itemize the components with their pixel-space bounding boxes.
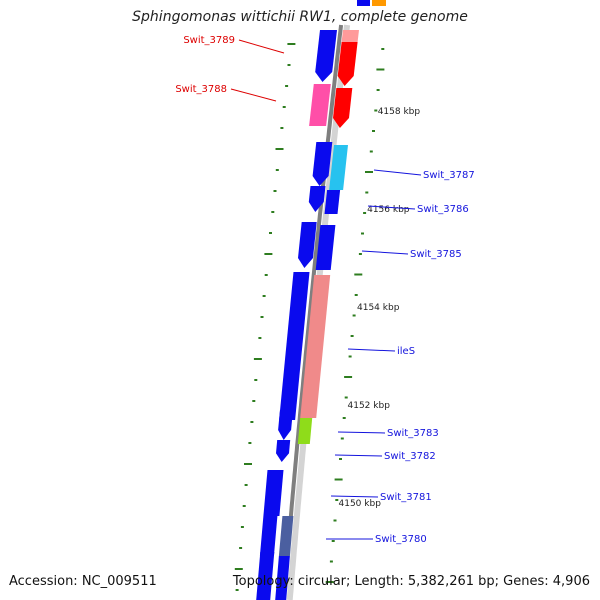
swit-3789-cds[interactable] — [315, 30, 337, 82]
swit-3788-cds[interactable] — [309, 84, 331, 126]
gene-labels: Swit_3789 Swit_3788 Swit_3787 Swit_3786 Swit… — [175, 35, 474, 545]
swit-3788-rna[interactable] — [333, 88, 353, 128]
swit-3786-cds-a[interactable] — [308, 186, 326, 212]
swit-3785-cds-b[interactable] — [315, 225, 336, 270]
gene-label-leader — [361, 250, 409, 255]
swit-3783-cds[interactable] — [278, 410, 293, 440]
swit-3782-cds[interactable] — [276, 440, 291, 462]
swit-3787-cds-b[interactable] — [329, 145, 348, 190]
swit-3789-rna-top[interactable] — [341, 30, 359, 42]
offscreen-feature-marker — [372, 0, 386, 6]
gene-label-leader — [330, 495, 379, 498]
backbone-strand-dark — [281, 24, 344, 600]
swit-3787-cds-a[interactable] — [312, 142, 333, 186]
gene-label[interactable]: Swit_3787 — [423, 170, 475, 181]
swit-3785-cds-a[interactable] — [298, 222, 317, 268]
ileS-cds-blue[interactable] — [279, 272, 310, 420]
scale-label: 4152 kbp — [348, 401, 391, 411]
gene-label-leader — [373, 169, 422, 176]
scale-label: 4156 kbp — [367, 205, 410, 215]
scale-label: 4154 kbp — [357, 303, 400, 313]
gene-label-leader — [337, 431, 386, 434]
scale-labels: 4158 kbp 4156 kbp 4154 kbp 4152 kbp 4150 kbp — [339, 107, 421, 509]
scale-label: 4150 kbp — [339, 499, 382, 509]
swit-3783-marker[interactable] — [297, 418, 313, 444]
summary-text: Topology: circular; Length: 5,382,261 bp… — [232, 574, 590, 589]
gene-label-leader — [367, 205, 416, 210]
swit-3780-cds-b[interactable] — [278, 516, 294, 556]
swit-3786-cds-b[interactable] — [324, 190, 341, 214]
gene-label-leader — [334, 454, 383, 457]
gene-label-leader — [230, 88, 277, 102]
gene-label-leader — [347, 348, 396, 352]
offscreen-feature-marker-blue — [357, 0, 370, 6]
gene-label[interactable]: ileS — [397, 346, 415, 357]
gene-label[interactable]: Swit_3781 — [380, 492, 432, 503]
feature-track — [256, 0, 386, 600]
swit-3789-rna[interactable] — [337, 42, 358, 86]
gene-label[interactable]: Swit_3782 — [384, 451, 436, 462]
gene-label[interactable]: Swit_3786 — [417, 204, 469, 215]
scale-label: 4158 kbp — [378, 107, 421, 117]
gene-label[interactable]: Swit_3783 — [387, 428, 439, 439]
map-title: Sphingomonas wittichii RW1, complete gen… — [132, 9, 468, 25]
tick-ring — [234, 43, 385, 591]
swit-3781-cds[interactable] — [263, 470, 284, 516]
ileS-cds[interactable] — [300, 275, 331, 418]
gene-label[interactable]: Swit_3785 — [410, 249, 462, 260]
gene-label[interactable]: Swit_3780 — [375, 534, 427, 545]
swit-3780-cds-a[interactable] — [259, 516, 278, 556]
next-cds-b[interactable] — [275, 556, 290, 600]
accession-text: Accession: NC_009511 — [9, 574, 157, 589]
next-cds-a[interactable] — [256, 552, 275, 600]
gene-label[interactable]: Swit_3788 — [175, 84, 227, 95]
gene-label-leader — [238, 39, 285, 54]
gene-label[interactable]: Swit_3789 — [183, 35, 235, 46]
